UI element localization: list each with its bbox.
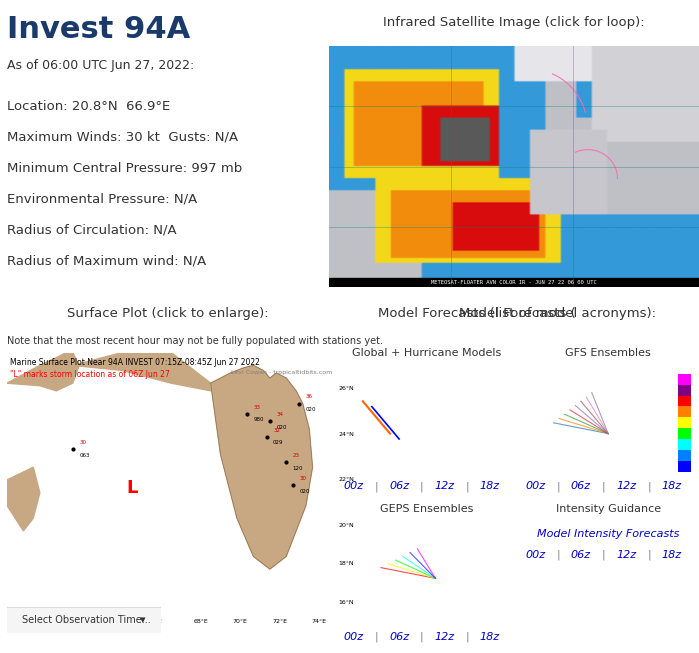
Bar: [329, 278, 699, 299]
Text: Select Observation Time...: Select Observation Time...: [22, 615, 151, 626]
Text: 68°E: 68°E: [194, 618, 208, 624]
Text: |: |: [647, 550, 651, 560]
Text: Marine Surface Plot Near 94A INVEST 07:15Z-08:45Z Jun 27 2022: Marine Surface Plot Near 94A INVEST 07:1…: [10, 358, 260, 367]
Text: |: |: [602, 550, 605, 560]
Text: 00z: 00z: [526, 550, 545, 560]
Text: 020: 020: [306, 407, 317, 412]
Text: 60°E: 60°E: [10, 618, 24, 624]
Text: 029: 029: [273, 440, 284, 445]
Text: 32: 32: [273, 428, 280, 432]
Text: Surface Plot (click to enlarge):: Surface Plot (click to enlarge):: [67, 307, 268, 320]
Text: 16°N: 16°N: [339, 599, 354, 605]
Text: Model Forecasts (list of model acronyms):: Model Forecasts (list of model acronyms)…: [378, 307, 656, 320]
Text: 06z: 06z: [389, 631, 409, 642]
Text: Radius of Maximum wind: N/A: Radius of Maximum wind: N/A: [6, 254, 206, 267]
Text: Infrared Satellite Image (click for loop):: Infrared Satellite Image (click for loop…: [383, 16, 644, 29]
Text: Levi Cowan - tropicaltidbits.com: Levi Cowan - tropicaltidbits.com: [231, 370, 332, 375]
Text: |: |: [420, 481, 424, 492]
Text: 36: 36: [306, 394, 313, 400]
Text: METEOSAT-FLOATER AVN COLOR IR - JUN 27 22 06 00 UTC: METEOSAT-FLOATER AVN COLOR IR - JUN 27 2…: [431, 280, 597, 285]
Bar: [678, 417, 691, 428]
Text: 72°E: 72°E: [272, 618, 287, 624]
FancyBboxPatch shape: [4, 607, 164, 634]
Text: 30: 30: [79, 440, 86, 445]
Text: As of 06:00 UTC Jun 27, 2022:: As of 06:00 UTC Jun 27, 2022:: [6, 59, 194, 72]
Bar: [678, 385, 691, 396]
Text: 12z: 12z: [435, 481, 454, 492]
Text: 020: 020: [276, 425, 287, 430]
Polygon shape: [7, 353, 79, 390]
Text: 06z: 06z: [571, 550, 591, 560]
Text: |: |: [647, 481, 651, 492]
Text: |: |: [466, 631, 469, 642]
Text: 980: 980: [253, 417, 264, 422]
Bar: [678, 461, 691, 471]
Bar: [678, 406, 691, 417]
Text: |: |: [556, 481, 560, 492]
Text: 18z: 18z: [480, 481, 500, 492]
Text: 30: 30: [299, 476, 306, 481]
Text: |: |: [602, 481, 605, 492]
Text: GFS Ensembles: GFS Ensembles: [565, 347, 651, 358]
Text: |: |: [466, 481, 469, 492]
Text: L: L: [126, 479, 138, 496]
Text: 26°N: 26°N: [339, 386, 354, 390]
Text: Note that the most recent hour may not be fully populated with stations yet.: Note that the most recent hour may not b…: [7, 336, 383, 346]
Text: |: |: [375, 481, 378, 492]
Text: 24°N: 24°N: [339, 432, 354, 437]
Text: 66°E: 66°E: [147, 618, 162, 624]
Text: 74°E: 74°E: [312, 618, 326, 624]
Text: 06z: 06z: [389, 481, 409, 492]
Text: |: |: [556, 550, 560, 560]
Text: 00z: 00z: [526, 481, 545, 492]
Text: 70°E: 70°E: [233, 618, 247, 624]
Text: Radius of Circulation: N/A: Radius of Circulation: N/A: [6, 223, 176, 236]
Text: 00z: 00z: [344, 481, 363, 492]
Text: 18z: 18z: [480, 631, 500, 642]
Text: 23: 23: [293, 453, 300, 458]
Text: Model Intensity Forecasts: Model Intensity Forecasts: [537, 529, 679, 539]
Text: 34: 34: [276, 412, 283, 417]
Text: 22°N: 22°N: [339, 477, 354, 483]
Text: GEPS Ensembles: GEPS Ensembles: [380, 504, 473, 515]
Text: 020: 020: [299, 488, 310, 494]
Text: 64°E: 64°E: [101, 618, 116, 624]
Text: 20°N: 20°N: [339, 523, 354, 528]
Text: 12z: 12z: [435, 631, 454, 642]
Text: 12z: 12z: [617, 481, 636, 492]
Text: |: |: [375, 631, 378, 642]
Text: Intensity Guidance: Intensity Guidance: [556, 504, 661, 514]
Polygon shape: [73, 353, 210, 390]
Text: 06z: 06z: [571, 481, 591, 492]
Text: Global + Hurricane Models: Global + Hurricane Models: [352, 347, 501, 358]
Polygon shape: [7, 468, 40, 531]
Text: Maximum Winds: 30 kt  Gusts: N/A: Maximum Winds: 30 kt Gusts: N/A: [6, 131, 238, 144]
Text: Minimum Central Pressure: 997 mb: Minimum Central Pressure: 997 mb: [6, 161, 242, 174]
Bar: [678, 396, 691, 406]
Text: 120: 120: [293, 466, 303, 471]
Text: |: |: [420, 631, 424, 642]
Bar: [678, 428, 691, 439]
Polygon shape: [210, 366, 312, 569]
Text: ▾: ▾: [140, 615, 145, 626]
Bar: [678, 439, 691, 450]
Text: Environmental Pressure: N/A: Environmental Pressure: N/A: [6, 193, 197, 206]
Bar: [678, 374, 691, 385]
Text: Model Forecasts (: Model Forecasts (: [459, 307, 576, 320]
Text: 33: 33: [253, 405, 261, 409]
Text: Location: 20.8°N  66.9°E: Location: 20.8°N 66.9°E: [6, 100, 170, 113]
Text: Invest 94A: Invest 94A: [6, 14, 190, 44]
Text: 62°E: 62°E: [55, 618, 71, 624]
Text: 063: 063: [79, 453, 89, 458]
Text: 18z: 18z: [662, 481, 682, 492]
Text: 12z: 12z: [617, 550, 636, 560]
Text: "L" marks storm location as of 06Z Jun 27: "L" marks storm location as of 06Z Jun 2…: [10, 370, 170, 379]
Text: 18z: 18z: [662, 550, 682, 560]
Bar: [678, 450, 691, 461]
Text: 00z: 00z: [344, 631, 363, 642]
Text: 18°N: 18°N: [339, 562, 354, 567]
